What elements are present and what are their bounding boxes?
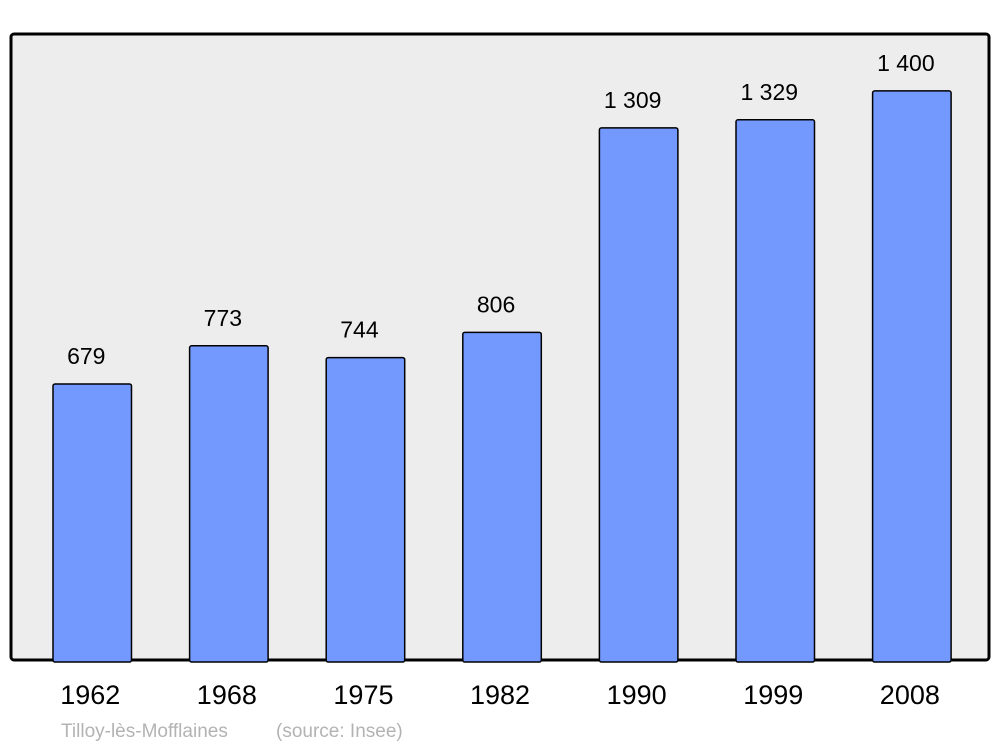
value-label-1999: 1 329 [740, 79, 798, 105]
x-tick-label-1962: 1962 [60, 680, 120, 710]
x-tick-label-1975: 1975 [333, 680, 393, 710]
footer-source: (source: Insee) [276, 721, 403, 742]
value-label-1982: 806 [477, 291, 515, 317]
value-label-1968: 773 [204, 305, 242, 331]
x-tick-label-1999: 1999 [743, 680, 803, 710]
x-tick-label-1990: 1990 [607, 680, 667, 710]
bar-1968 [188, 345, 269, 663]
bar-1982 [462, 331, 543, 663]
value-label-1990: 1 309 [604, 87, 662, 113]
footer-place: Tilloy-lès-Mofflaines [61, 721, 228, 742]
bar-1962 [52, 383, 133, 663]
bar-1975 [325, 356, 406, 663]
x-tick-label-1968: 1968 [197, 680, 257, 710]
value-label-1975: 744 [340, 317, 379, 343]
x-tick-label-2008: 2008 [880, 680, 940, 710]
bar-1999 [735, 119, 816, 663]
x-tick-label-1982: 1982 [470, 680, 530, 710]
value-label-1962: 679 [67, 343, 105, 369]
bar-1990 [598, 127, 679, 663]
value-label-2008: 1 400 [877, 50, 935, 76]
bar-2008 [871, 90, 952, 663]
